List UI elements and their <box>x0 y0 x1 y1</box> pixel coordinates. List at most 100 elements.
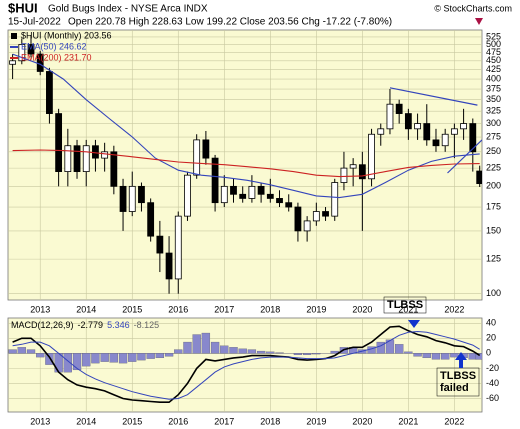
candle-body <box>193 139 201 176</box>
histogram-bar <box>164 353 174 357</box>
x-tick-label: 2021 <box>398 304 418 314</box>
histogram-bar <box>17 347 26 354</box>
y-tick-label: 350 <box>486 94 501 104</box>
histogram-bar <box>118 353 128 364</box>
annotation: TLBSS <box>387 299 423 311</box>
histogram-bar <box>201 332 211 354</box>
candle-body <box>138 185 145 204</box>
histogram-bar <box>82 353 91 367</box>
annotation-box <box>383 296 427 314</box>
candle-body <box>377 128 385 135</box>
histogram-bar <box>146 353 155 359</box>
legend-label: EMA(50) 246.62 <box>21 41 87 51</box>
histogram-bar <box>109 353 118 363</box>
x-tick-label: 2018 <box>260 304 280 314</box>
candle-body <box>460 123 467 130</box>
annotation-line: failed <box>440 382 469 394</box>
histogram-bar <box>183 341 192 354</box>
candle-body <box>92 145 99 159</box>
x-tick-label: 2022 <box>444 304 464 314</box>
candle-body <box>432 139 440 147</box>
candle-body <box>441 133 449 147</box>
candle-body <box>147 202 155 237</box>
x-tick-label: 2019 <box>306 416 326 426</box>
histogram-bar <box>312 353 321 355</box>
x-tick-label: 2015 <box>122 416 142 426</box>
candle-body <box>101 151 109 159</box>
histogram-bar <box>36 353 45 358</box>
y-tick-label: 500 <box>486 39 501 49</box>
histogram-bar <box>128 353 137 362</box>
x-tick-label: 2013 <box>30 304 50 314</box>
candle-body <box>156 235 164 254</box>
y-tick-label: 375 <box>486 83 501 93</box>
legend-swatch <box>11 33 17 39</box>
index-name: Gold Bugs Index - NYSE Arca INDX <box>48 4 208 15</box>
x-tick-label: 2017 <box>214 416 234 426</box>
histogram-bar <box>475 353 482 360</box>
y-tick-label: 200 <box>486 181 501 191</box>
histogram-bar <box>404 351 413 354</box>
y-tick-label: 0 <box>486 348 491 358</box>
candle-body <box>294 206 302 232</box>
histogram-bar <box>100 353 109 362</box>
candle-body <box>358 164 366 180</box>
candle-body <box>368 133 375 180</box>
candle-body <box>322 211 329 217</box>
candle-body <box>276 198 283 204</box>
histogram-bar <box>422 353 431 359</box>
x-tick-label: 2022 <box>444 416 464 426</box>
macd-label: MACD(12,26,9) <box>11 320 74 330</box>
x-tick-label: 2018 <box>260 416 280 426</box>
x-tick-label: 2020 <box>352 304 372 314</box>
candle-body <box>184 174 191 217</box>
candle-body <box>119 185 127 212</box>
y-tick-label: 225 <box>486 162 501 172</box>
candle-body <box>331 182 339 217</box>
y-tick-label: 125 <box>486 254 501 264</box>
candle-body <box>230 185 237 195</box>
candle-body <box>312 211 320 222</box>
legend-label: $HUI (Monthly) 203.56 <box>21 30 112 40</box>
candle-body <box>27 44 35 55</box>
x-tick-label: 2015 <box>122 304 142 314</box>
candle-body <box>18 44 26 62</box>
candle-body <box>404 113 412 130</box>
y-tick-label: 325 <box>486 106 501 116</box>
x-tick-label: 2021 <box>398 416 418 426</box>
annotation-line: TLBSS <box>440 370 476 382</box>
y-tick-label: 250 <box>486 146 501 156</box>
candle-body <box>349 164 357 169</box>
y-tick-label: 20 <box>486 333 496 343</box>
histogram-bar <box>266 351 275 354</box>
trendline <box>447 139 482 174</box>
candle-body <box>266 193 274 199</box>
ema-line <box>12 53 480 199</box>
trendline <box>389 87 478 106</box>
histogram-bar <box>247 349 257 354</box>
x-tick-label: 2014 <box>76 304 96 314</box>
candle-body <box>46 71 53 114</box>
y-tick-label: 40 <box>486 318 496 328</box>
histogram-bar <box>72 353 82 371</box>
candle-body <box>414 123 421 130</box>
histogram-bar <box>174 349 183 354</box>
candle-body <box>450 128 458 135</box>
candle-body <box>257 185 265 195</box>
y-tick-label: 425 <box>486 64 501 74</box>
candle-body <box>165 252 173 280</box>
candle-body <box>128 185 136 212</box>
y-tick-label: 100 <box>486 288 501 298</box>
histogram-bar <box>45 353 54 365</box>
candle-body <box>211 157 219 204</box>
histogram-bar <box>441 353 450 360</box>
candle-body <box>303 220 311 232</box>
ema-line <box>12 149 480 178</box>
date: 15-Jul-2022 <box>8 17 61 28</box>
histogram-bar <box>26 349 36 354</box>
histogram-bar <box>256 350 266 354</box>
candle-body <box>469 123 477 153</box>
symbol: $HUI <box>8 0 38 15</box>
histogram-bar <box>450 353 459 358</box>
